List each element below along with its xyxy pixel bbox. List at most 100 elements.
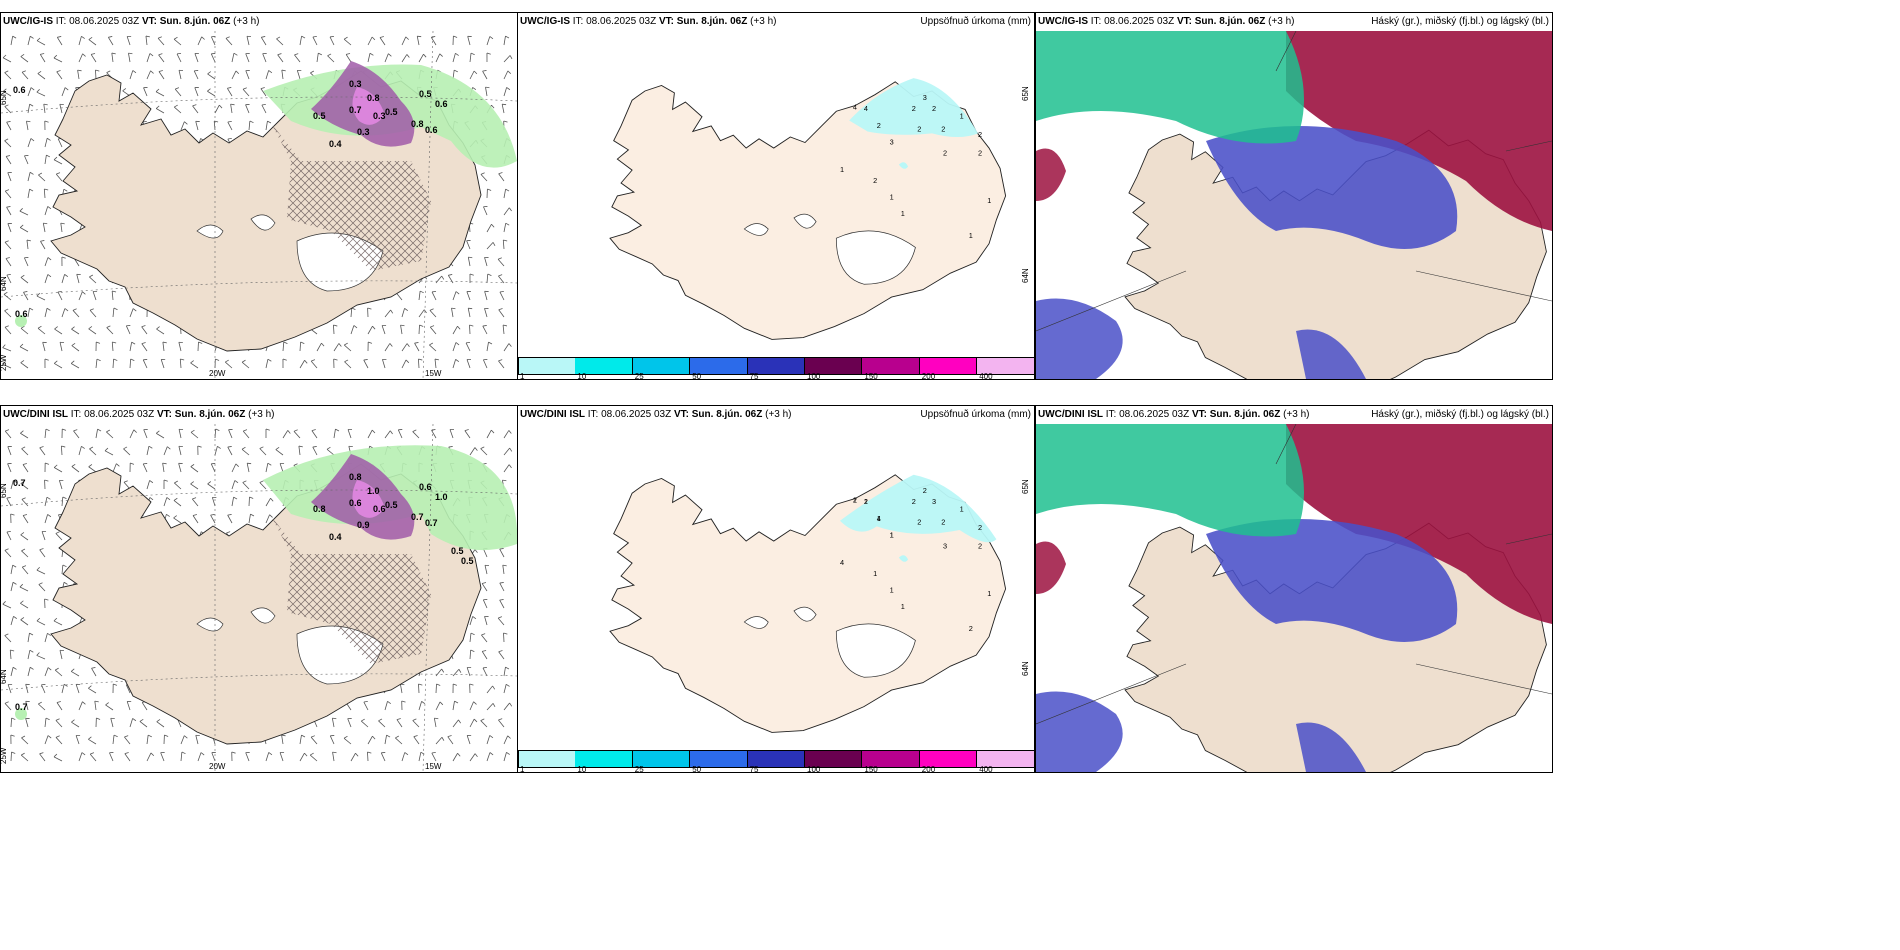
colorbar-tick: 100 [807, 372, 821, 380]
model-name: UWC/IG-IS [1038, 16, 1088, 27]
value-label: 2 [912, 497, 916, 506]
lat-label-65: 65N [1021, 479, 1030, 494]
precip-hatch [271, 516, 431, 664]
model-name: UWC/DINI ISL [3, 409, 68, 420]
value-label: 0.4 [329, 139, 342, 149]
map-panel-dini-precip_wind: UWC/DINI ISL IT: 08.06.2025 03Z VT: Sun.… [0, 405, 518, 773]
colorbar-swatch [575, 357, 633, 375]
precip-hatch [271, 123, 431, 271]
glacier [196, 617, 224, 632]
vt-value: Sun. 8.jún. 06Z [1209, 409, 1281, 420]
vt-label: VT: [1191, 409, 1207, 420]
vt-value: Sun. 8.jún. 06Z [1194, 16, 1266, 27]
vt-label: VT: [673, 409, 689, 420]
value-label: 1.0 [367, 486, 380, 496]
value-label: 0.6 [349, 498, 362, 508]
value-label: 1 [864, 497, 868, 506]
glacier [793, 606, 817, 622]
value-label: 3 [890, 137, 894, 146]
lat-label-64: 64N [1021, 661, 1030, 676]
colorbar-tick: 10 [577, 765, 587, 773]
map-area: 2 1 4 1 2 2 3 2 3 4 1 1 1 2 2 1 2 2 1 1 2 1 1 65N 64N [518, 424, 1034, 772]
colorbar-tick: 200 [921, 765, 936, 773]
precip-spot [15, 315, 27, 327]
low-cloud-patch [1036, 541, 1066, 594]
value-label: 2 [873, 176, 877, 185]
value-label: 0.6 [13, 85, 26, 95]
colorbar-swatch [690, 750, 748, 768]
glacier [196, 224, 224, 239]
it-value: 08.06.2025 03Z [1119, 409, 1190, 420]
colorbar-tick: 75 [749, 765, 759, 773]
colorbar-tick: 50 [692, 372, 702, 380]
lat-label-64: 64N [1021, 268, 1030, 283]
colorbar-tick: 150 [864, 765, 878, 773]
map-area: 4 4 2 3 2 2 2 2 2 1 2 1 1 2 2 1 1 3 1 65N 64N [518, 31, 1034, 379]
colorbar-swatch [805, 357, 863, 375]
lead-time: (+3 h) [1283, 409, 1310, 420]
value-label: 2 [941, 124, 945, 133]
glacier [793, 213, 817, 229]
value-label: 2 [978, 523, 982, 532]
value-label: 1 [901, 602, 905, 611]
panel-header: UWC/IG-IS IT: 08.06.2025 03Z VT: Sun. 8.… [518, 13, 1034, 31]
panel-field-title: Háský (gr.), miðský (fj.bl.) og lágský (… [1371, 16, 1549, 27]
value-label: 0.7 [411, 512, 424, 522]
value-label: 2 [943, 148, 947, 157]
it-value: 08.06.2025 03Z [84, 409, 155, 420]
colorbar-tick: 200 [921, 372, 936, 380]
colorbar-tick: 100 [807, 765, 821, 773]
lead-time: (+3 h) [1268, 16, 1295, 27]
vt-label: VT: [141, 16, 157, 27]
value-label: 3 [932, 497, 936, 506]
value-label: 0.8 [367, 93, 380, 103]
value-label: 0.6 [425, 125, 438, 135]
lon-label-20: 20W [209, 369, 226, 378]
colorbar-tick: 400 [979, 765, 993, 773]
colorbar-swatch [919, 750, 978, 768]
value-label: 0.5 [461, 556, 474, 566]
mid-cloud-area [1206, 519, 1458, 642]
colorbar-tick: 150 [864, 372, 878, 380]
lon-label-25: 25W [1, 747, 8, 764]
low-cloud-area [1286, 424, 1552, 624]
vt-value: Sun. 8.jún. 06Z [676, 16, 748, 27]
vt-value: Sun. 8.jún. 06Z [691, 409, 763, 420]
colorbar-tick: 1 [520, 765, 525, 773]
lat-label-64: 64N [1, 669, 8, 684]
colorbar-swatch [747, 750, 805, 768]
panel-header: UWC/IG-IS IT: 08.06.2025 03Z VT: Sun. 8.… [1036, 13, 1552, 31]
value-label: 0.7 [349, 105, 362, 115]
precip-spot [898, 162, 909, 169]
colorbar: 1 10 25 50 75 100 150 200 400 [518, 357, 1034, 379]
value-label: 2 [932, 104, 936, 113]
colorbar-swatch [919, 357, 978, 375]
it-label: IT: [55, 16, 67, 27]
value-label: 0.5 [419, 89, 432, 99]
value-label: 1 [969, 231, 973, 240]
model-name: UWC/IG-IS [520, 16, 570, 27]
lead-time: (+3 h) [765, 409, 792, 420]
value-label: 3 [943, 541, 947, 550]
glacier [743, 616, 769, 629]
lat-label-65: 65N [1, 90, 8, 105]
map-panel-igis-accum: UWC/IG-IS IT: 08.06.2025 03Z VT: Sun. 8.… [517, 12, 1035, 380]
lat-lon-grid [1036, 424, 1552, 725]
precip-area-heavy [352, 480, 385, 518]
axis-labels: 65N 64N 25W 20W 15W [1, 90, 442, 378]
vt-label: VT: [658, 16, 674, 27]
map-canvas: 0.70.70.80.61.00.80.61.00.90.50.40.70.60… [1, 424, 517, 772]
value-label: 1 [960, 112, 964, 121]
value-label: 0.9 [357, 520, 370, 530]
colorbar-tick: 75 [749, 372, 759, 380]
mid-cloud-area [1206, 126, 1458, 249]
it-label: IT: [587, 409, 599, 420]
value-label: 1 [853, 495, 857, 504]
value-label: 4 [840, 558, 844, 567]
value-label: 2 [853, 495, 857, 504]
low-cloud-area [1286, 31, 1552, 231]
value-label: 2 [978, 148, 982, 157]
map-panel-igis-cloud: UWC/IG-IS IT: 08.06.2025 03Z VT: Sun. 8.… [1035, 12, 1553, 380]
it-label: IT: [70, 409, 82, 420]
